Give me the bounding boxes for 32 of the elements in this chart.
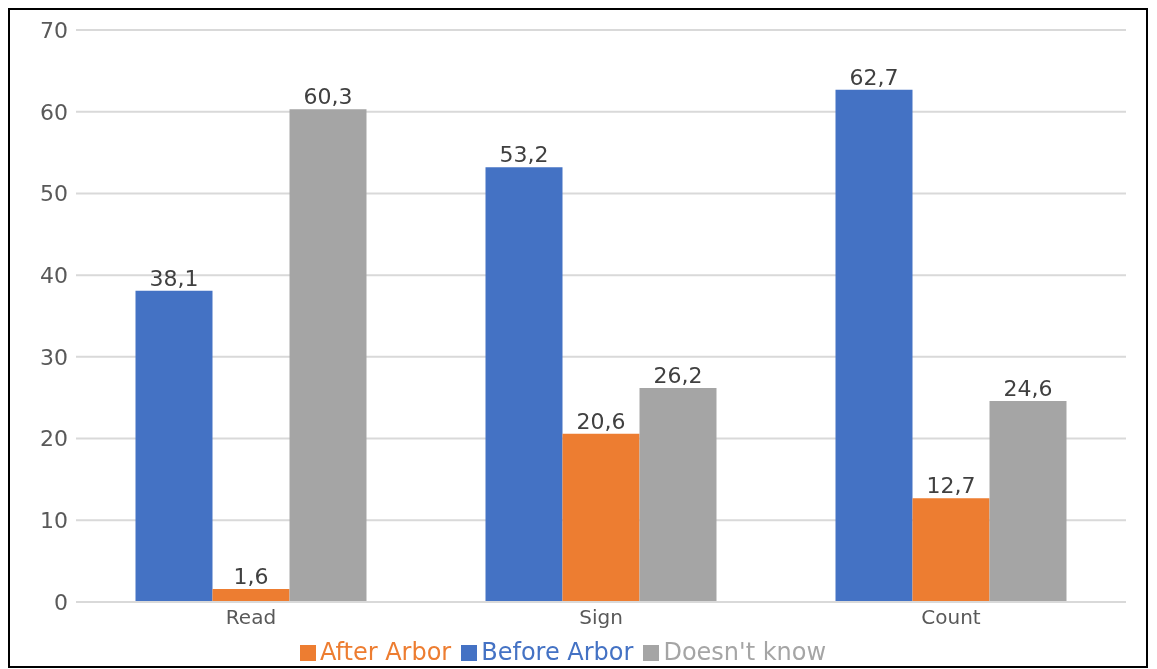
x-tick-label: Count bbox=[921, 605, 981, 630]
data-label: 24,6 bbox=[1003, 375, 1053, 401]
data-label: 53,2 bbox=[499, 142, 549, 168]
bar bbox=[212, 588, 290, 602]
bar bbox=[639, 387, 717, 602]
bar bbox=[989, 400, 1067, 602]
data-label: 62,7 bbox=[849, 64, 899, 90]
y-tick-label: 20 bbox=[40, 426, 68, 452]
x-tick-label: Sign bbox=[579, 605, 623, 630]
bar bbox=[485, 167, 563, 602]
data-label: 12,7 bbox=[926, 473, 976, 499]
y-tick-label: 70 bbox=[40, 17, 68, 43]
data-label: 1,6 bbox=[233, 563, 269, 589]
legend-label: After Arbor bbox=[319, 638, 452, 666]
legend-label: Doesn't know bbox=[663, 638, 827, 666]
bar bbox=[912, 498, 990, 602]
y-tick-label: 10 bbox=[40, 508, 68, 534]
data-label: 38,1 bbox=[149, 265, 199, 291]
bar bbox=[135, 290, 213, 602]
data-label: 20,6 bbox=[576, 408, 626, 434]
y-tick-label: 40 bbox=[40, 262, 68, 288]
bar bbox=[835, 89, 913, 602]
bar bbox=[562, 433, 640, 602]
y-tick-label: 0 bbox=[54, 589, 68, 615]
bar bbox=[289, 109, 367, 602]
legend-label: Before Arbor bbox=[481, 638, 634, 666]
y-tick-label: 50 bbox=[40, 181, 68, 207]
data-label: 26,2 bbox=[653, 362, 703, 388]
data-label: 60,3 bbox=[303, 84, 353, 110]
y-tick-label: 30 bbox=[40, 344, 68, 370]
y-tick-label: 60 bbox=[40, 99, 68, 125]
x-tick-label: Read bbox=[225, 605, 277, 630]
